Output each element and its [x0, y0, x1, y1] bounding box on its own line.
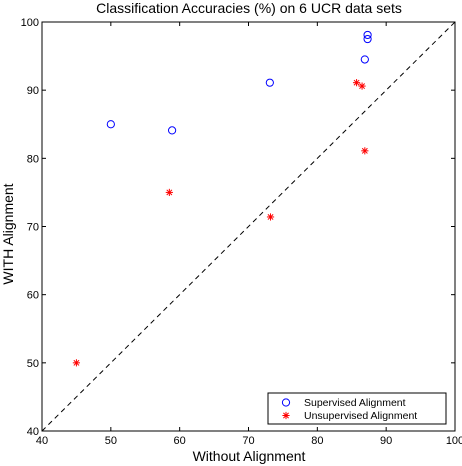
unsupervised-point [72, 359, 81, 367]
x-tick-label: 40 [36, 435, 48, 447]
y-tick-label: 70 [27, 222, 39, 234]
supervised-point [265, 78, 274, 87]
legend: Supervised Alignment Unsupervised Alignm… [267, 392, 447, 425]
legend-box [267, 392, 447, 425]
y-tick-label: 100 [21, 17, 39, 29]
unsupervised-point [358, 82, 366, 90]
x-tick-label: 90 [380, 435, 392, 447]
unsupervised-point [266, 213, 275, 221]
legend-marker-unsupervised [282, 411, 290, 420]
x-axis-label: Without Alignment [193, 448, 306, 464]
supervised-point [167, 126, 177, 135]
x-tick-label: 100 [446, 435, 462, 447]
x-tick-label: 70 [242, 435, 254, 447]
supervised-point [360, 55, 369, 64]
supervised-point [363, 34, 372, 44]
supervised-point [363, 30, 372, 40]
y-tick-label: 40 [27, 426, 39, 438]
x-tick-label: 80 [311, 435, 323, 447]
y-axis-label: WITH Alignment [0, 183, 16, 284]
legend-marker-supervised-symbol [281, 398, 291, 407]
chart-title: Classification Accuracies (%) on 6 UCR d… [96, 0, 402, 16]
reference-diagonal-line [41, 21, 456, 432]
x-tick-label: 50 [105, 435, 117, 447]
x-tick-label: 60 [174, 435, 186, 447]
data-points [72, 30, 372, 367]
unsupervised-point [361, 147, 369, 155]
legend-marker-unsupervised-symbol [282, 411, 290, 420]
y-tick-label: 50 [27, 358, 39, 370]
y-tick-label: 80 [27, 153, 39, 165]
supervised-point [106, 120, 115, 129]
y-tick-label: 90 [27, 85, 39, 97]
unsupervised-point [165, 188, 173, 197]
y-tick-label: 60 [27, 290, 39, 302]
unsupervised-point [352, 79, 361, 87]
axis-ticks: 40 50 60 70 80 90 100 40 50 60 70 80 90 100 [21, 17, 462, 447]
legend-label-supervised: Supervised Alignment [304, 397, 406, 409]
legend-label-unsupervised: Unsupervised Alignment [304, 410, 417, 422]
legend-marker-supervised [281, 398, 291, 407]
plot-frame [41, 21, 456, 432]
